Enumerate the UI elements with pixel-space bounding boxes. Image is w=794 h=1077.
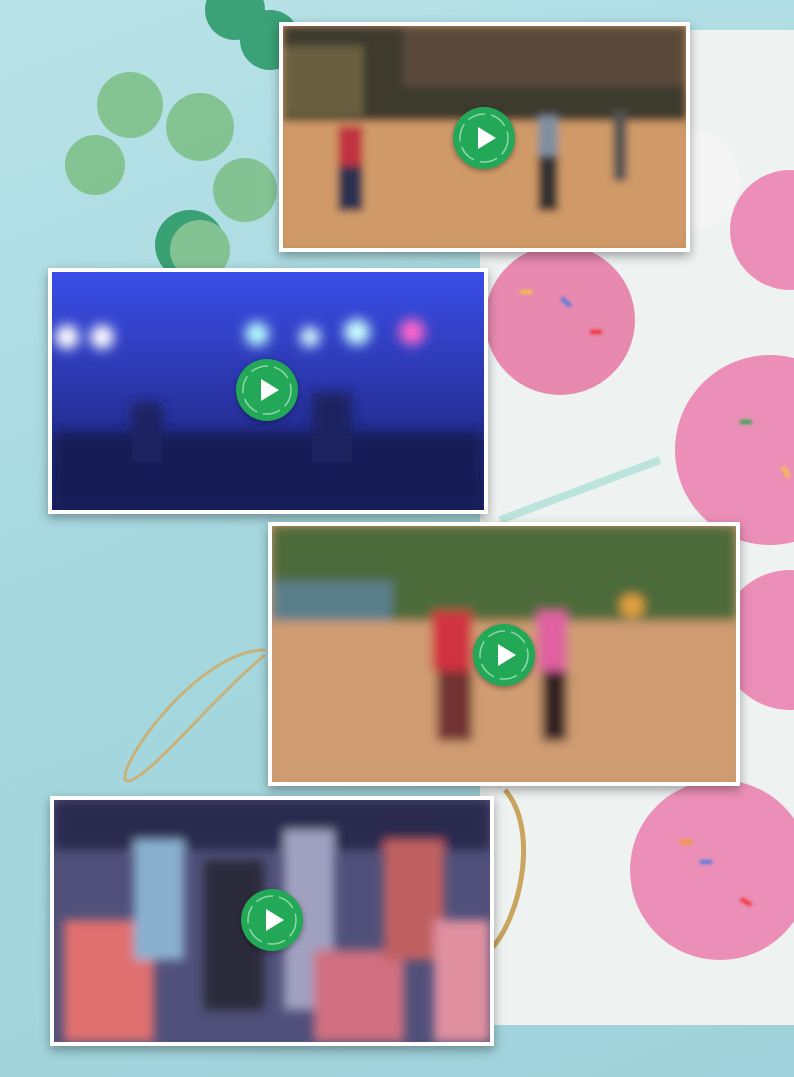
play-button[interactable] bbox=[236, 359, 298, 421]
string bbox=[123, 648, 266, 783]
play-button[interactable] bbox=[241, 889, 303, 951]
ring bbox=[488, 788, 527, 952]
video-thumbnail[interactable] bbox=[268, 522, 740, 786]
confetti bbox=[65, 0, 300, 280]
play-icon bbox=[459, 113, 509, 163]
play-button[interactable] bbox=[453, 107, 515, 169]
straw bbox=[498, 456, 662, 524]
thumbnail-image bbox=[283, 26, 686, 248]
thumbnail-image bbox=[272, 526, 736, 782]
donuts bbox=[485, 170, 794, 960]
video-thumbnail[interactable] bbox=[279, 22, 690, 252]
play-icon bbox=[247, 895, 297, 945]
play-icon bbox=[242, 365, 292, 415]
sprinkles bbox=[520, 290, 791, 907]
play-button[interactable] bbox=[473, 624, 535, 686]
play-icon bbox=[479, 630, 529, 680]
